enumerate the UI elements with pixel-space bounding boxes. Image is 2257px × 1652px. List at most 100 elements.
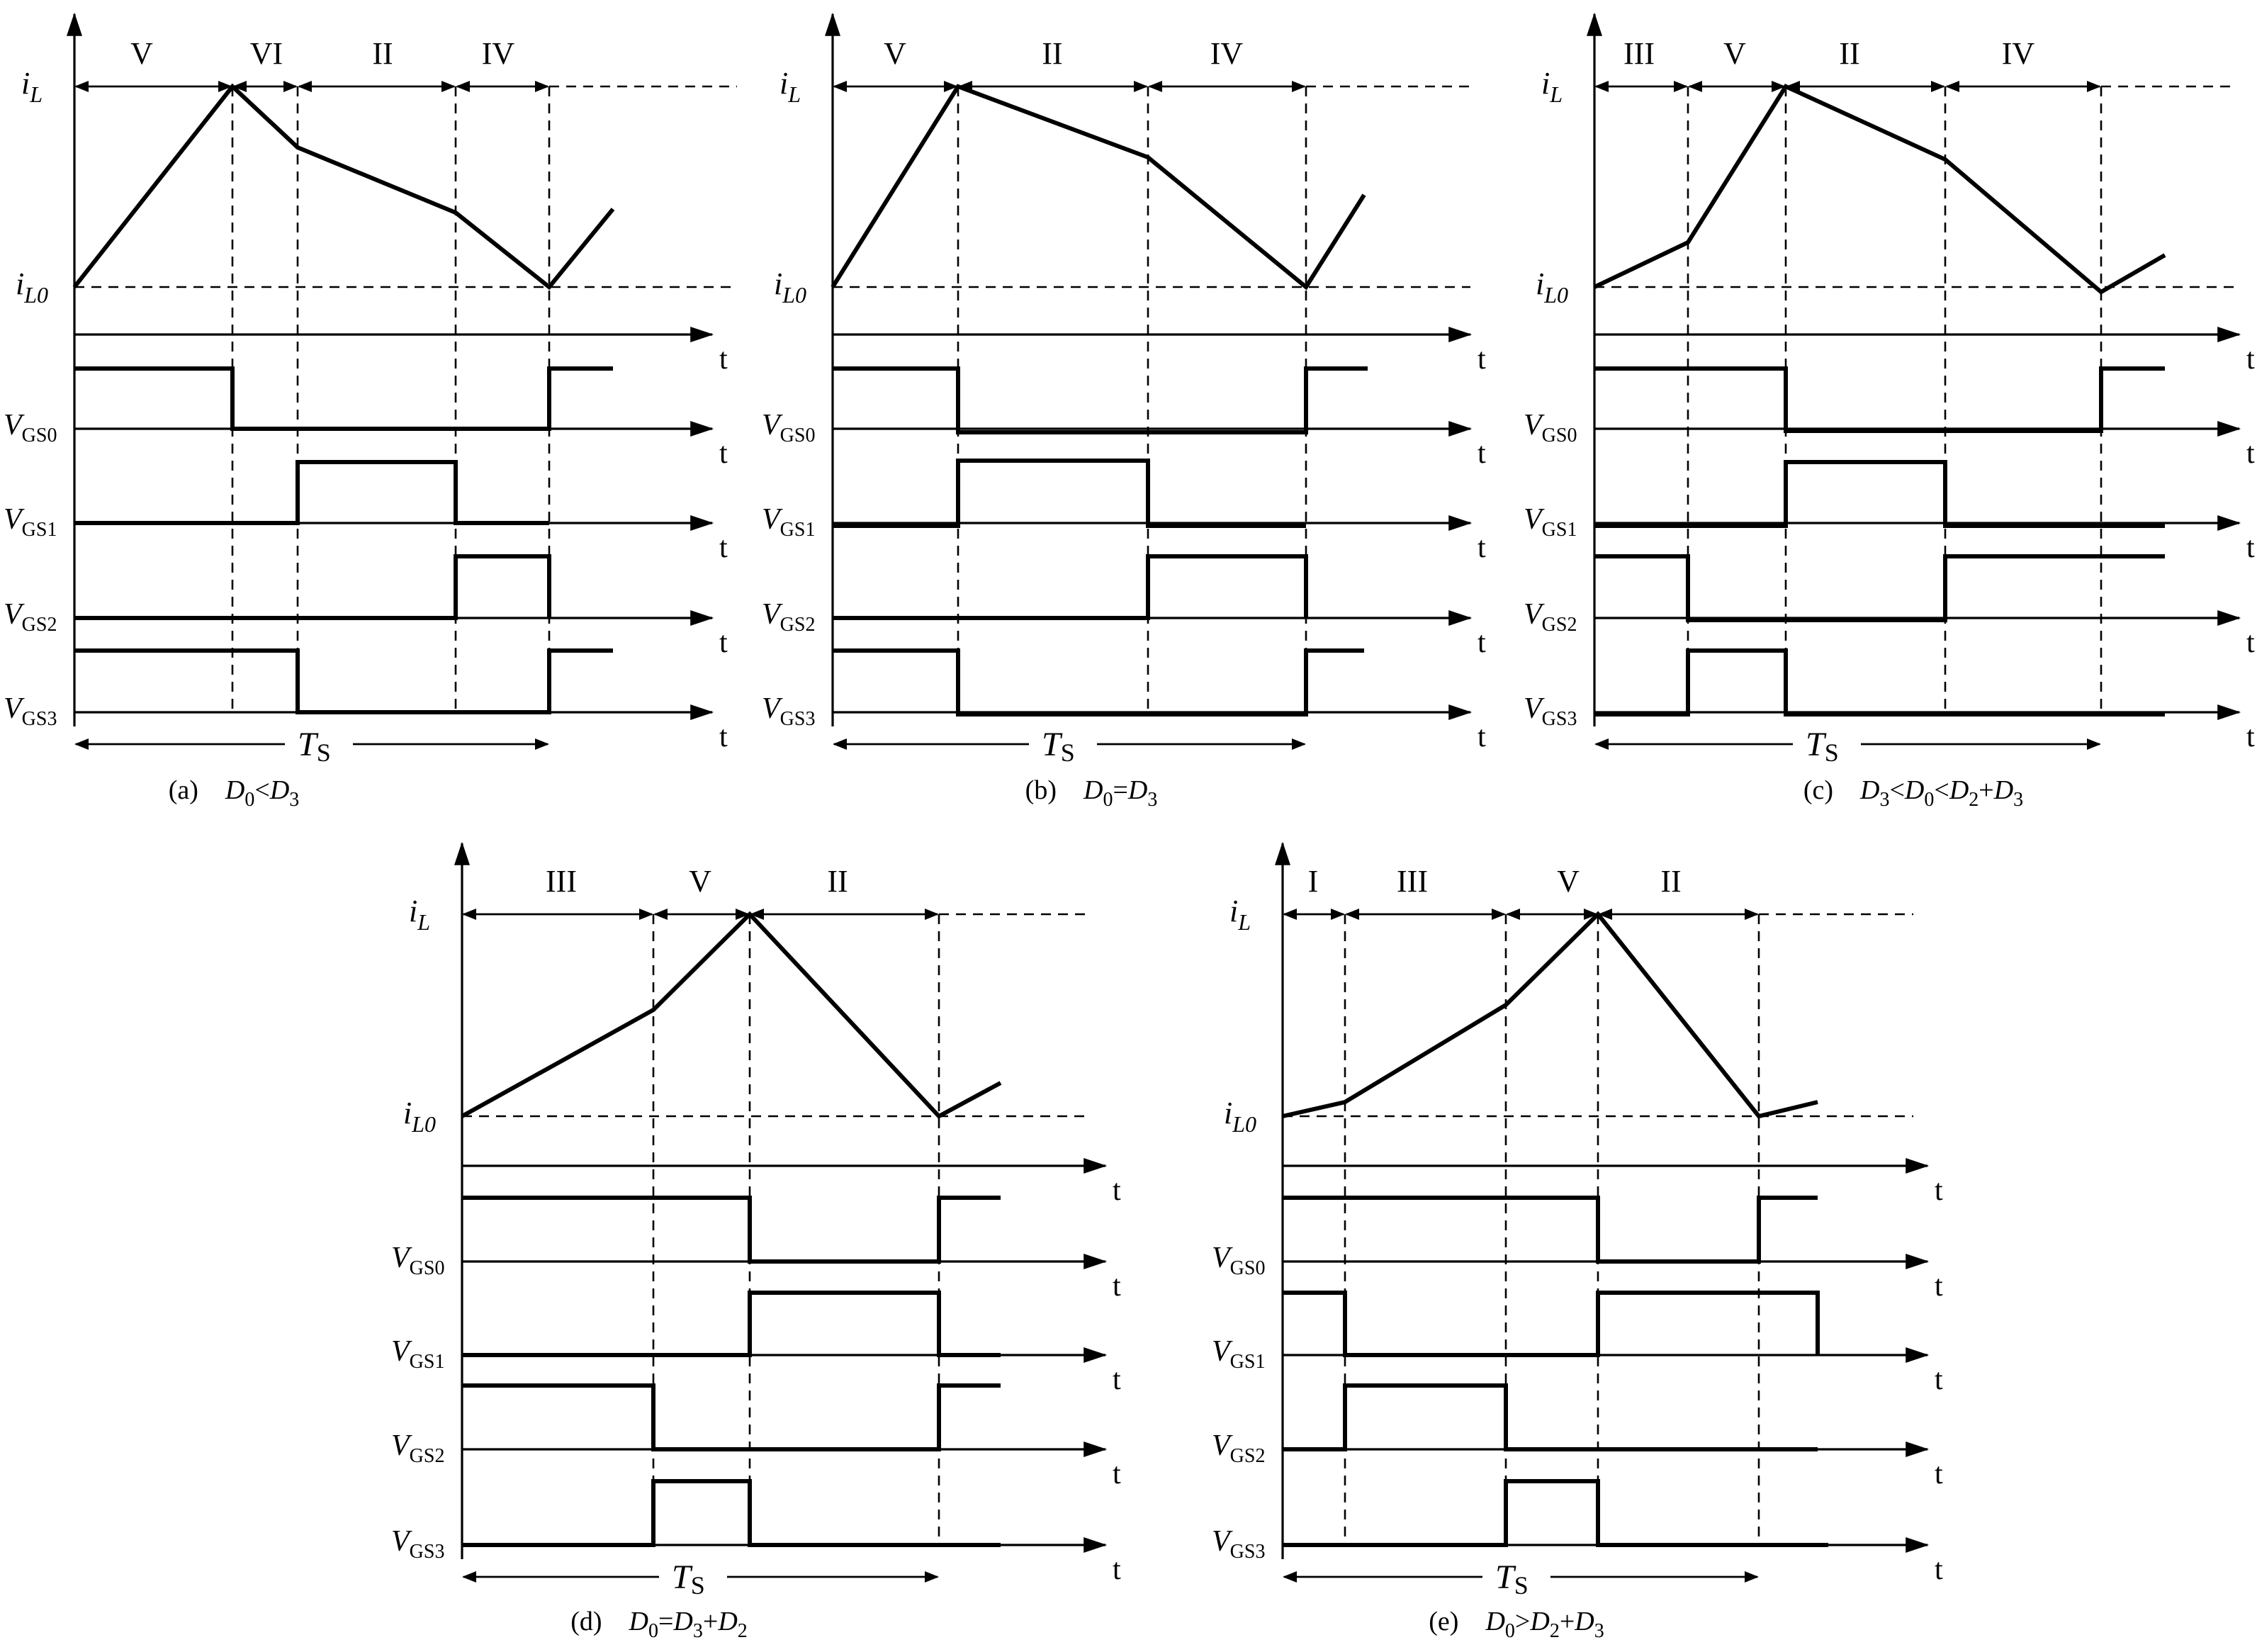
t-axis-label: t [1478, 721, 1486, 753]
gate-waveform-vgs2 [833, 554, 1308, 620]
text-span: i [774, 266, 782, 301]
text-span: i [779, 66, 788, 101]
vgs-label-vgs2: VGS2 [1212, 1429, 1265, 1467]
text-span: 3 [1147, 789, 1157, 811]
text-span: GS1 [22, 519, 57, 541]
text-span: i [1536, 266, 1544, 301]
text-span: GS3 [780, 708, 816, 730]
t-axis-label: t [1935, 1364, 1943, 1396]
gate-waveform-vgs2 [1594, 554, 2165, 622]
t-axis-label: t [1478, 343, 1486, 376]
ts-label: TS [298, 726, 331, 767]
interval-label: V [1723, 36, 1746, 71]
text-span: L0 [1232, 1111, 1256, 1137]
text-span: GS0 [22, 425, 57, 446]
gate-waveform-vgs1 [1594, 460, 2165, 528]
interval-label: IV [2002, 36, 2035, 71]
text-span: = [658, 1607, 673, 1636]
t-axis-label: t [1113, 1174, 1121, 1207]
text-span: T [672, 1558, 693, 1596]
text-span: GS2 [1542, 614, 1577, 636]
vgs-label-vgs2: VGS2 [391, 1429, 444, 1467]
il-label: iL [779, 66, 801, 107]
t-axis-label: t [1478, 626, 1486, 659]
text-span: S [1061, 738, 1075, 767]
t-axis-label: t [1113, 1364, 1121, 1396]
text-span: GS3 [1230, 1541, 1266, 1563]
gate-waveform-vgs3 [1283, 1479, 1828, 1547]
vgs-label-vgs3: VGS3 [762, 692, 815, 730]
text-span: GS1 [410, 1351, 445, 1373]
text-span: L [417, 909, 430, 935]
gate-waveform-vgs0 [74, 366, 613, 431]
text-span: = [1113, 775, 1127, 805]
text-span: GS3 [1542, 708, 1577, 730]
text-span: V [1524, 692, 1545, 725]
il0-label: iL0 [16, 266, 48, 308]
vgs-label-vgs3: VGS3 [1212, 1525, 1265, 1563]
text-span: S [691, 1571, 705, 1600]
ts-label-bg [1482, 1556, 1550, 1598]
text-span: GS2 [1230, 1445, 1266, 1467]
ts-label: TS [672, 1558, 705, 1600]
il-label: iL [409, 894, 430, 935]
text-span: D [1574, 1607, 1594, 1636]
text-span: V [762, 409, 783, 442]
vgs-label-vgs3: VGS3 [4, 692, 57, 730]
il-label: iL [1229, 894, 1251, 935]
panel-caption: (a) D0<D3 [169, 775, 300, 811]
il-label: iL [21, 66, 43, 107]
text-span: 3 [289, 789, 299, 811]
text-span: < [1934, 775, 1949, 805]
text-span: + [703, 1607, 718, 1636]
text-span: T [1495, 1558, 1516, 1596]
text-span: i [403, 1096, 412, 1130]
text-span: L0 [1543, 282, 1568, 308]
interval-label: V [689, 864, 711, 899]
text-span: D [1949, 775, 1969, 805]
inductor-current-waveform [72, 83, 615, 291]
text-span: D [1859, 775, 1879, 805]
interval-label: III [546, 864, 577, 899]
text-span: i [1229, 894, 1238, 928]
text-span: V [391, 1242, 412, 1274]
gate-waveform-vgs0 [833, 366, 1368, 434]
vgs-label-vgs0: VGS0 [1524, 409, 1577, 446]
text-span: V [1212, 1242, 1233, 1274]
interval-label: I [1308, 864, 1319, 899]
text-span: V [1212, 1525, 1233, 1558]
text-span: V [1524, 503, 1545, 536]
il0-label: iL0 [1224, 1096, 1256, 1137]
text-span: V [762, 598, 783, 631]
text-span: GS0 [1542, 425, 1577, 446]
interval-label: V [1557, 864, 1580, 899]
interval-label: IV [1210, 36, 1244, 71]
t-axis-label: t [719, 437, 728, 470]
t-axis-label: t [719, 532, 728, 564]
text-span: i [1224, 1096, 1232, 1130]
panel-caption: (b) D0=D3 [1025, 775, 1158, 811]
text-span: (e) [1429, 1607, 1458, 1636]
inductor-current-waveform [831, 84, 1366, 291]
inductor-current-waveform [1593, 84, 2166, 295]
text-span: + [1979, 775, 1993, 805]
text-span: 0 [1505, 1620, 1515, 1642]
text-span [1833, 775, 1860, 805]
text-span: L [29, 82, 43, 107]
gate-waveform-vgs2 [1283, 1383, 1818, 1451]
text-span: < [1889, 775, 1904, 805]
text-span: GS2 [22, 614, 57, 636]
ts-label: TS [1042, 726, 1075, 767]
t-axis-label: t [2246, 532, 2255, 564]
text-span: GS0 [780, 425, 816, 446]
text-span: T [298, 726, 319, 763]
t-axis-label: t [2246, 437, 2255, 470]
ts-label: TS [1495, 1558, 1529, 1600]
text-span: V [4, 598, 25, 631]
text-span: GS3 [22, 708, 57, 730]
text-span: T [1042, 726, 1063, 763]
text-span: i [409, 894, 417, 928]
interval-label: VI [250, 36, 283, 71]
gate-waveform-vgs1 [462, 1291, 1001, 1357]
